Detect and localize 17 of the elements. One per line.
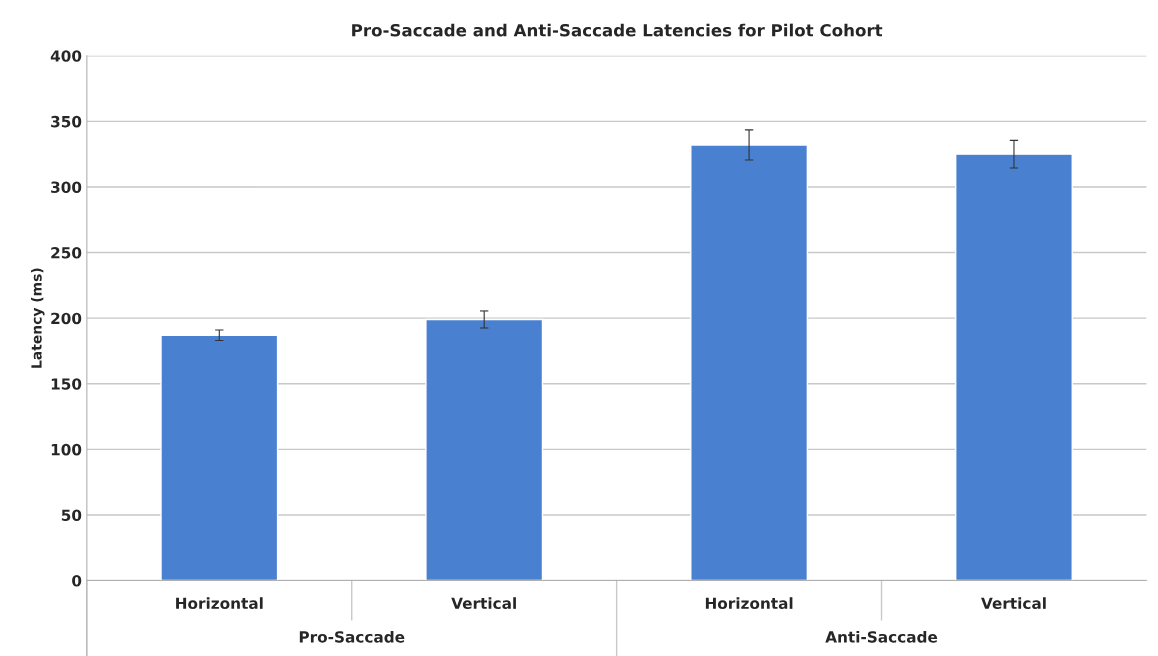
y-tick-label: 0 [72, 575, 82, 587]
text: Pro-Saccade [299, 630, 405, 643]
y-tick-label: 350 [51, 115, 82, 128]
x-tick-label: Vertical [981, 597, 1046, 610]
chart-title: Pro-Saccade and Anti-Saccade Latencies for Pilot Cohort [352, 23, 883, 37]
y-tick-label: 50 [61, 509, 82, 521]
y-tick-label: 250 [51, 247, 82, 259]
x-tick-label: Horizontal [705, 597, 793, 610]
y-tick-label: 150 [51, 378, 82, 390]
text: Anti-Saccade [825, 630, 938, 643]
y-axis-title: Latency (ms) [31, 268, 45, 368]
x-tick-label: Vertical [451, 597, 516, 610]
y-tick-label: 200 [51, 312, 82, 325]
y-tick-label: 100 [51, 443, 82, 456]
y-tick-label: 300 [51, 181, 82, 193]
y-tick-label: 400 [50, 50, 82, 62]
x-tick-label: Horizontal [176, 597, 263, 610]
